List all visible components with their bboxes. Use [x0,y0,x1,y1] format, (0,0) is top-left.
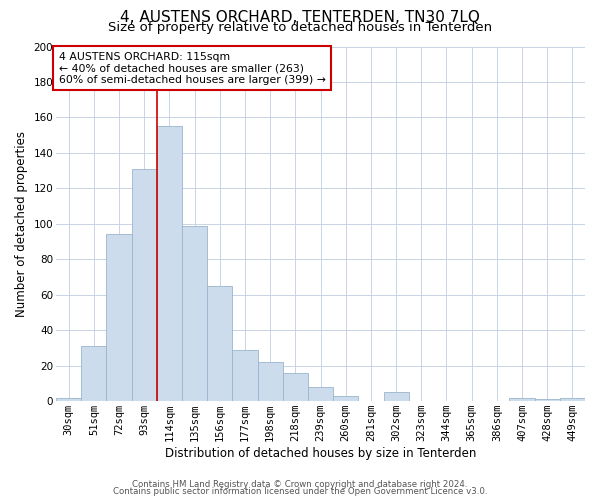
Bar [157,126,182,401]
Text: Contains public sector information licensed under the Open Government Licence v3: Contains public sector information licen… [113,487,487,496]
Text: 4 AUSTENS ORCHARD: 115sqm
← 40% of detached houses are smaller (263)
60% of semi: 4 AUSTENS ORCHARD: 115sqm ← 40% of detac… [59,52,326,85]
Bar [56,398,81,401]
Bar [560,398,585,401]
Y-axis label: Number of detached properties: Number of detached properties [15,131,28,317]
Bar [182,226,207,401]
Bar [232,350,257,401]
Bar [333,396,358,401]
Text: Contains HM Land Registry data © Crown copyright and database right 2024.: Contains HM Land Registry data © Crown c… [132,480,468,489]
Bar [106,234,131,401]
X-axis label: Distribution of detached houses by size in Tenterden: Distribution of detached houses by size … [165,447,476,460]
Text: 4, AUSTENS ORCHARD, TENTERDEN, TN30 7LQ: 4, AUSTENS ORCHARD, TENTERDEN, TN30 7LQ [120,10,480,25]
Bar [207,286,232,401]
Bar [535,400,560,401]
Bar [257,362,283,401]
Bar [509,398,535,401]
Bar [131,169,157,401]
Bar [383,392,409,401]
Text: Size of property relative to detached houses in Tenterden: Size of property relative to detached ho… [108,21,492,34]
Bar [81,346,106,401]
Bar [283,373,308,401]
Bar [308,387,333,401]
